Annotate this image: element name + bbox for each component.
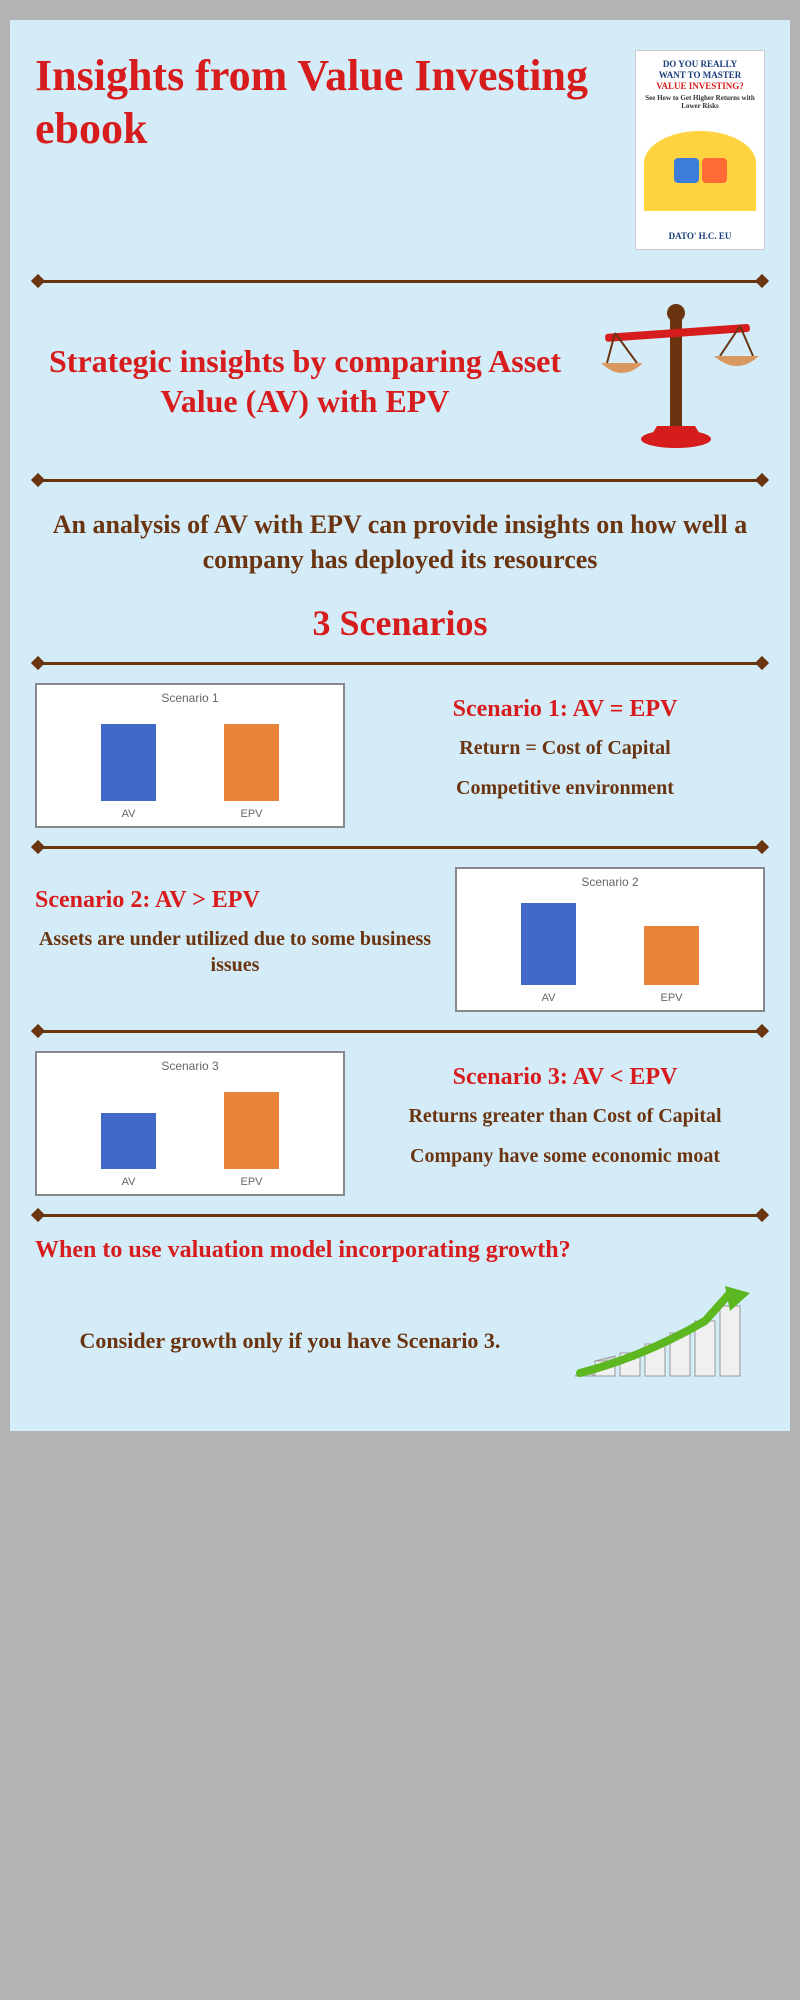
infographic-page: Insights from Value Investing ebook DO Y… — [10, 20, 790, 1431]
divider — [35, 1030, 765, 1033]
book-cover-image: DO YOU REALLY WANT TO MASTER VALUE INVES… — [635, 50, 765, 250]
divider — [35, 846, 765, 849]
scenario-3-heading: Scenario 3: AV < EPV — [365, 1064, 765, 1091]
scenario-3-text: Scenario 3: AV < EPV Returns greater tha… — [365, 1064, 765, 1183]
scenario-1-text: Scenario 1: AV = EPV Return = Cost of Ca… — [365, 696, 765, 815]
scenario-1-block: Scenario 1 AV EPV Scenario 1: AV = EPV R… — [35, 683, 765, 828]
intro-text: An analysis of AV with EPV can provide i… — [45, 507, 755, 577]
bar-av — [521, 903, 576, 985]
divider — [35, 1214, 765, 1217]
bar-epv — [644, 926, 699, 985]
scenario-3-block: Scenario 3 AV EPV Scenario 3: AV < EPV R… — [35, 1051, 765, 1196]
scenario-1-chart: Scenario 1 AV EPV — [35, 683, 345, 828]
bar-av — [101, 1113, 156, 1169]
scenario-2-chart: Scenario 2 AV EPV — [455, 867, 765, 1012]
divider — [35, 479, 765, 482]
bar-epv — [224, 724, 279, 801]
book-author: DATO' H.C. EU — [669, 231, 732, 241]
subtitle-row: Strategic insights by comparing Asset Va… — [35, 301, 765, 461]
book-art — [644, 131, 756, 211]
scales-icon — [595, 301, 765, 461]
bar-epv — [224, 1092, 279, 1169]
scenario-3-chart: Scenario 3 AV EPV — [35, 1051, 345, 1196]
subtitle: Strategic insights by comparing Asset Va… — [35, 341, 575, 421]
scenarios-heading: 3 Scenarios — [35, 602, 765, 644]
divider — [35, 662, 765, 665]
scenario-2-heading: Scenario 2: AV > EPV — [35, 887, 435, 914]
scenario-1-heading: Scenario 1: AV = EPV — [365, 696, 765, 723]
growth-answer: Consider growth only if you have Scenari… — [35, 1327, 545, 1356]
growth-question: When to use valuation model incorporatin… — [35, 1235, 765, 1266]
main-title: Insights from Value Investing ebook — [35, 50, 615, 156]
growth-section: When to use valuation model incorporatin… — [35, 1235, 765, 1401]
scenario-2-text: Scenario 2: AV > EPV Assets are under ut… — [35, 887, 435, 992]
title-row: Insights from Value Investing ebook DO Y… — [35, 50, 765, 250]
bar-av — [101, 724, 156, 801]
book-subtitle: See How to Get Higher Returns with Lower… — [644, 94, 756, 110]
divider — [35, 280, 765, 283]
scenario-2-block: Scenario 2: AV > EPV Assets are under ut… — [35, 867, 765, 1012]
growth-chart-icon — [565, 1281, 765, 1401]
book-heading: DO YOU REALLY WANT TO MASTER VALUE INVES… — [644, 59, 756, 91]
